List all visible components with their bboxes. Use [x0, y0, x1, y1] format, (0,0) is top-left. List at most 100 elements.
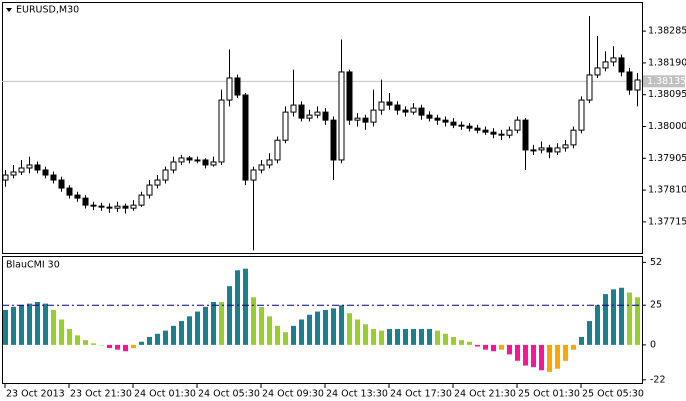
candle-body	[514, 119, 521, 131]
histogram-bar	[227, 286, 232, 345]
y-tick-label: 1.38000	[648, 121, 686, 132]
candle-body	[42, 169, 49, 176]
candle-body	[498, 133, 505, 136]
candle-body	[338, 71, 345, 161]
candle-body	[474, 127, 481, 131]
histogram-bar	[515, 344, 520, 361]
histogram-bar	[331, 308, 336, 345]
candle-body	[114, 205, 121, 209]
candle-body	[186, 157, 193, 161]
x-tick-label: 24 Oct 05:30	[198, 389, 260, 400]
candle-body	[434, 117, 441, 121]
histogram-bar	[635, 297, 640, 345]
histogram-bar	[51, 309, 56, 345]
candle-body	[98, 205, 105, 208]
histogram-bar	[59, 319, 64, 345]
histogram-bar	[147, 336, 152, 345]
candle-body	[578, 99, 585, 131]
histogram-bar	[299, 319, 304, 345]
price-pane	[2, 2, 643, 254]
histogram-bar	[251, 297, 256, 345]
x-tick-label: 23 Oct 21:30	[70, 389, 132, 400]
histogram-bar	[379, 330, 384, 345]
candle-body	[594, 67, 601, 76]
y-tick-label: 1.37810	[648, 185, 686, 196]
histogram-bar	[427, 329, 432, 345]
histogram-bar	[275, 325, 280, 345]
histogram-bar	[67, 329, 72, 345]
candle-body	[378, 101, 385, 111]
histogram-bar	[387, 329, 392, 345]
candle-body	[106, 206, 113, 209]
y-tick-label: 1.38285	[648, 26, 686, 37]
histogram-bar	[587, 321, 592, 345]
histogram-bar	[291, 325, 296, 345]
histogram-bar	[531, 344, 536, 368]
candle-body	[554, 147, 561, 153]
histogram-bar	[203, 306, 208, 345]
histogram-bar	[91, 343, 96, 345]
candle-body	[34, 164, 41, 171]
candle-body	[490, 131, 497, 135]
candle-body	[394, 104, 401, 111]
candle-body	[274, 139, 281, 161]
candle-body	[418, 107, 425, 116]
histogram-bar	[475, 344, 480, 347]
histogram-bar	[235, 270, 240, 345]
histogram-bar	[107, 344, 112, 349]
candle-body	[10, 171, 17, 176]
histogram-bar	[123, 344, 128, 352]
candle-body	[314, 111, 321, 116]
x-tick-label: 24 Oct 09:30	[262, 389, 324, 400]
candle-body	[330, 119, 337, 161]
histogram-bar	[443, 333, 448, 345]
x-tick-label: 25 Oct 05:30	[582, 389, 644, 400]
candle-body	[282, 111, 289, 141]
histogram-bar	[627, 292, 632, 345]
histogram-bar	[115, 344, 120, 350]
candle-body	[138, 194, 145, 206]
histogram-bar	[483, 344, 488, 350]
y-tick-label: 0	[650, 339, 656, 350]
candle-body	[74, 194, 81, 199]
candle-body	[626, 71, 633, 91]
candle-body	[538, 147, 545, 151]
histogram-bar	[499, 344, 504, 350]
histogram-bar	[259, 306, 264, 345]
candle-body	[290, 104, 297, 113]
candle-body	[298, 104, 305, 119]
candle-body	[162, 169, 169, 181]
candle-body	[170, 161, 177, 171]
histogram-bar	[179, 321, 184, 345]
histogram-bar	[43, 303, 48, 345]
candle-body	[242, 94, 249, 181]
candle-body	[194, 159, 201, 162]
candle-body	[130, 204, 137, 209]
histogram-bar	[11, 306, 16, 345]
candle-body	[66, 187, 73, 196]
histogram-bar	[547, 344, 552, 372]
y-tick-label: 1.37715	[648, 216, 686, 227]
candle-body	[450, 121, 457, 126]
candle-body	[18, 167, 25, 173]
histogram-bar	[355, 319, 360, 345]
histogram-bar	[339, 305, 344, 345]
histogram-bar	[419, 329, 424, 345]
histogram-bar	[83, 340, 88, 345]
candle-body	[522, 119, 529, 151]
histogram-bar	[411, 329, 416, 345]
histogram-bar	[523, 344, 528, 366]
candle-body	[530, 149, 537, 152]
histogram-bar	[603, 294, 608, 345]
histogram-bar	[211, 302, 216, 345]
candle-body	[370, 109, 377, 123]
candle-body	[266, 159, 273, 166]
histogram-bar	[35, 302, 40, 345]
candle-body	[442, 119, 449, 123]
candle-body	[466, 125, 473, 129]
histogram-bar	[467, 341, 472, 345]
y-tick-label: 1.38190	[648, 57, 686, 68]
x-tick-label: 24 Oct 13:30	[326, 389, 388, 400]
